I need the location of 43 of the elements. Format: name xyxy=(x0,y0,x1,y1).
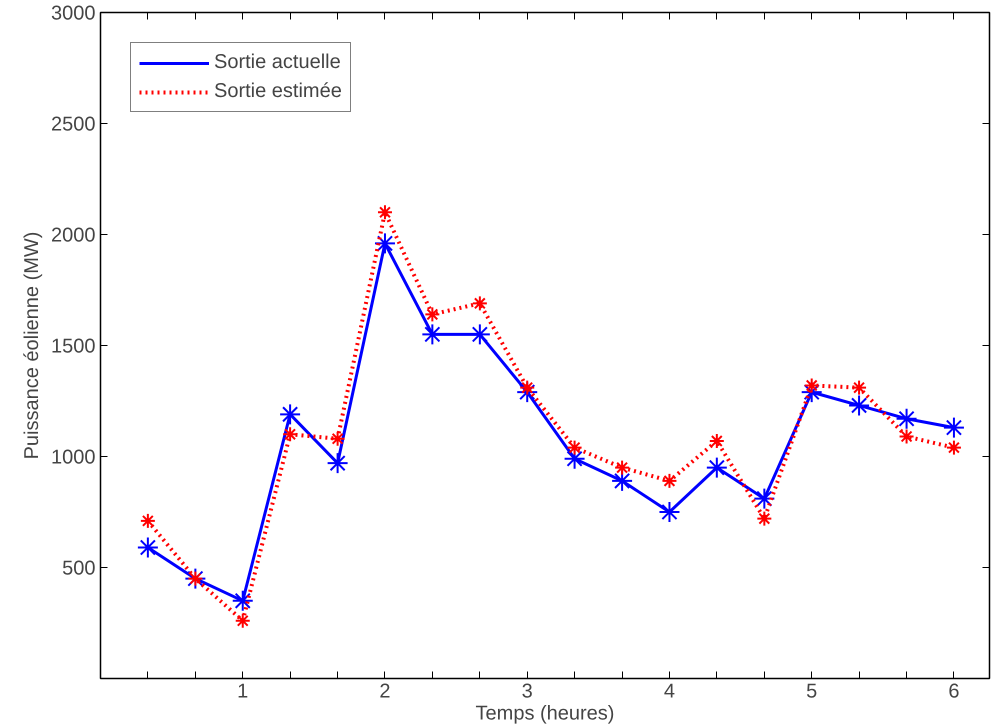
point xyxy=(942,416,965,439)
y-tick-label: 2500 xyxy=(51,114,96,136)
point xyxy=(326,452,349,474)
y-tick-label: 1500 xyxy=(51,336,96,358)
point xyxy=(614,460,630,476)
legend-label: Sortie actuelle xyxy=(214,51,341,74)
y-tick-label: 1000 xyxy=(51,446,96,468)
point xyxy=(946,440,962,456)
point xyxy=(234,612,251,629)
point xyxy=(896,408,918,430)
point xyxy=(848,394,870,416)
x-tick-label: 1 xyxy=(237,680,248,702)
point xyxy=(376,204,393,220)
y-tick-label: 3000 xyxy=(51,2,96,24)
point xyxy=(804,377,820,394)
point xyxy=(330,430,346,447)
point xyxy=(898,428,915,445)
point xyxy=(753,488,776,510)
point xyxy=(279,403,302,426)
x-tick-label: 5 xyxy=(806,680,818,702)
point xyxy=(424,306,440,322)
y-tick-label: 2000 xyxy=(51,224,96,246)
point xyxy=(374,232,396,254)
point xyxy=(136,536,159,559)
point xyxy=(566,440,583,456)
y-tick-label: 500 xyxy=(62,558,96,580)
point xyxy=(658,501,680,523)
point xyxy=(756,510,772,527)
x-tick-label: 2 xyxy=(379,680,391,702)
point xyxy=(661,472,678,489)
legend-label: Sortie estimée xyxy=(214,80,342,103)
point xyxy=(232,590,254,612)
point xyxy=(706,456,728,479)
point xyxy=(851,380,868,396)
x-tick-label: 3 xyxy=(522,680,533,702)
x-tick-label: 4 xyxy=(664,680,676,702)
x-axis-title: Temps (heures) xyxy=(476,702,614,724)
point xyxy=(140,512,156,529)
x-tick-label: 6 xyxy=(948,680,960,702)
point xyxy=(472,295,488,312)
point xyxy=(519,380,536,396)
point xyxy=(708,432,725,449)
y-axis-title: Puissance éolienne (MW) xyxy=(21,232,44,460)
